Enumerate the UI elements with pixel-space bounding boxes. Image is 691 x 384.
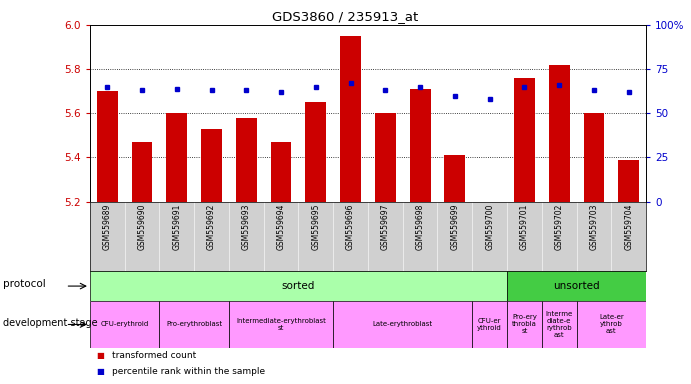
Bar [583, 113, 605, 202]
Bar [131, 142, 153, 202]
Bar [229, 301, 333, 348]
Bar [542, 301, 576, 348]
Text: GSM559690: GSM559690 [138, 204, 146, 250]
Text: GSM559691: GSM559691 [172, 204, 181, 250]
Text: development stage: development stage [3, 318, 98, 328]
Bar [201, 129, 222, 202]
Text: percentile rank within the sample: percentile rank within the sample [112, 367, 265, 376]
Text: transformed count: transformed count [112, 351, 196, 360]
Bar [305, 102, 326, 202]
Text: GSM559699: GSM559699 [451, 204, 460, 250]
Text: sorted: sorted [282, 281, 315, 291]
Text: GSM559697: GSM559697 [381, 204, 390, 250]
Text: GSM559692: GSM559692 [207, 204, 216, 250]
Text: Pro-erythroblast: Pro-erythroblast [166, 321, 223, 328]
Text: Pro-ery
throbla
st: Pro-ery throbla st [512, 314, 537, 334]
Text: Late-er
ythrob
ast: Late-er ythrob ast [599, 314, 624, 334]
Text: ■: ■ [97, 351, 104, 360]
Bar [90, 271, 507, 301]
Bar [507, 271, 646, 301]
Text: GDS3860 / 235913_at: GDS3860 / 235913_at [272, 10, 419, 23]
Text: unsorted: unsorted [553, 281, 600, 291]
Bar [576, 301, 646, 348]
Bar [160, 301, 229, 348]
Bar [507, 301, 542, 348]
Text: GSM559702: GSM559702 [555, 204, 564, 250]
Text: GSM559695: GSM559695 [312, 204, 321, 250]
Bar [375, 113, 396, 202]
Bar [333, 301, 472, 348]
Text: GSM559694: GSM559694 [276, 204, 285, 250]
Text: GSM559700: GSM559700 [485, 204, 494, 250]
Text: GSM559696: GSM559696 [346, 204, 355, 250]
Bar [97, 91, 117, 202]
Text: CFU-er
ythroid: CFU-er ythroid [477, 318, 502, 331]
Bar [236, 118, 256, 202]
Text: GSM559704: GSM559704 [624, 204, 633, 250]
Bar [618, 160, 639, 202]
Bar [410, 89, 430, 202]
Text: CFU-erythroid: CFU-erythroid [100, 321, 149, 328]
Bar [549, 65, 569, 202]
Bar [167, 113, 187, 202]
Text: protocol: protocol [3, 279, 46, 289]
Text: Intermediate-erythroblast
st: Intermediate-erythroblast st [236, 318, 326, 331]
Bar [444, 155, 465, 202]
Bar [340, 36, 361, 202]
Bar [514, 78, 535, 202]
Text: Interme
diate-e
rythrob
ast: Interme diate-e rythrob ast [546, 311, 573, 338]
Text: GSM559701: GSM559701 [520, 204, 529, 250]
Text: GSM559698: GSM559698 [415, 204, 424, 250]
Text: Late-erythroblast: Late-erythroblast [372, 321, 433, 328]
Text: ■: ■ [97, 367, 104, 376]
Text: GSM559693: GSM559693 [242, 204, 251, 250]
Bar [271, 142, 292, 202]
Text: GSM559689: GSM559689 [103, 204, 112, 250]
Bar [90, 301, 160, 348]
Text: GSM559703: GSM559703 [589, 204, 598, 250]
Bar [472, 301, 507, 348]
